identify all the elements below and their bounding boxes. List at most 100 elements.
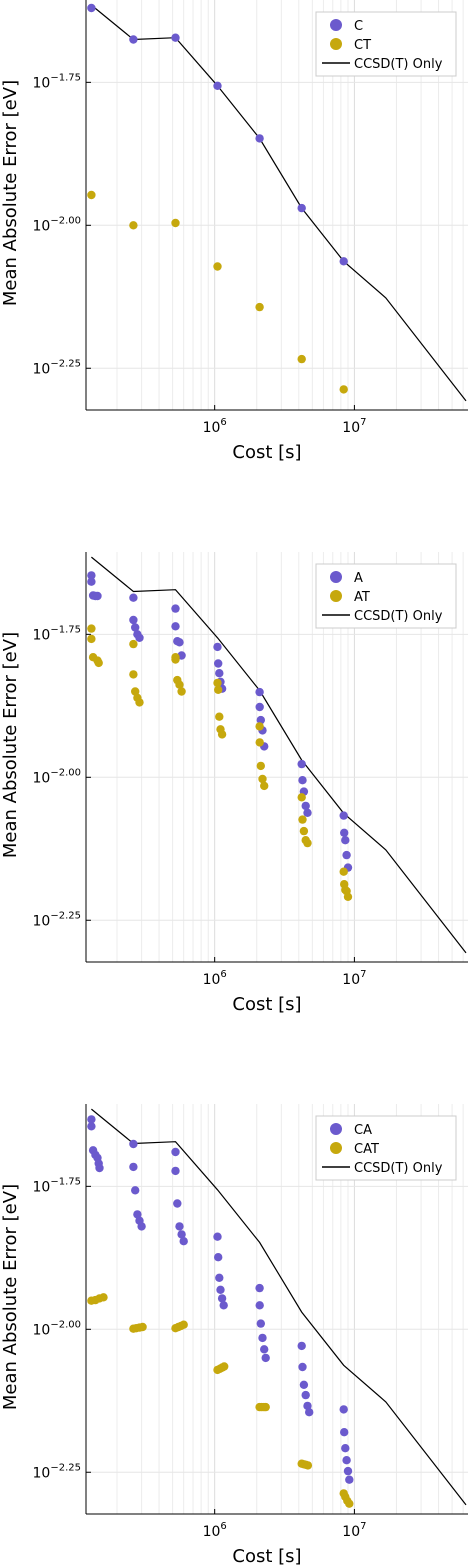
data-point bbox=[213, 678, 222, 688]
data-point bbox=[298, 815, 307, 824]
data-point bbox=[214, 685, 223, 694]
data-point bbox=[213, 262, 222, 271]
data-point bbox=[297, 203, 306, 213]
y-tick-label: 10−2.25 bbox=[33, 358, 81, 377]
data-point bbox=[260, 781, 269, 791]
data-point bbox=[299, 826, 309, 836]
data-point bbox=[255, 302, 264, 312]
data-point bbox=[303, 808, 312, 817]
data-point bbox=[255, 134, 264, 143]
data-point bbox=[131, 623, 140, 632]
legend-label: A bbox=[354, 571, 363, 586]
data-point bbox=[171, 1166, 180, 1176]
data-point bbox=[297, 354, 306, 364]
data-point bbox=[297, 759, 306, 769]
data-point bbox=[301, 801, 310, 811]
data-point bbox=[261, 1402, 270, 1412]
y-axis-label: Mean Absolute Error [eV] bbox=[0, 632, 21, 858]
data-point bbox=[87, 624, 96, 633]
data-point bbox=[135, 633, 144, 642]
series-ca bbox=[87, 1115, 354, 1484]
data-point bbox=[173, 1199, 182, 1208]
data-point bbox=[175, 638, 184, 647]
data-point bbox=[217, 730, 227, 739]
data-point bbox=[345, 1499, 354, 1508]
data-point bbox=[87, 571, 96, 580]
data-point bbox=[179, 1320, 188, 1329]
data-point bbox=[129, 615, 138, 625]
data-point bbox=[256, 715, 265, 725]
data-point bbox=[131, 687, 140, 696]
series-cat bbox=[87, 1293, 354, 1508]
data-point bbox=[95, 1163, 104, 1173]
x-tick-label: 106 bbox=[203, 969, 227, 988]
y-tick-label: 10−2.00 bbox=[33, 1319, 81, 1338]
data-point bbox=[213, 81, 222, 91]
data-point bbox=[301, 1390, 310, 1400]
data-point bbox=[343, 1466, 353, 1476]
legend-label: AT bbox=[354, 590, 370, 605]
data-point bbox=[303, 838, 312, 848]
data-point bbox=[256, 1319, 265, 1328]
data-point bbox=[255, 1301, 264, 1310]
data-point bbox=[339, 385, 348, 394]
legend-label: CCSD(T) Only bbox=[354, 1161, 443, 1176]
data-point bbox=[255, 687, 264, 697]
data-point bbox=[87, 634, 96, 644]
data-point bbox=[256, 761, 265, 771]
legend-marker bbox=[330, 1142, 342, 1154]
data-point bbox=[305, 1408, 314, 1417]
legend-label: C bbox=[354, 19, 363, 34]
data-point bbox=[93, 591, 102, 601]
data-point bbox=[341, 1444, 350, 1453]
data-point bbox=[260, 1345, 269, 1354]
data-point bbox=[129, 1139, 138, 1149]
data-point bbox=[339, 811, 348, 820]
data-point bbox=[214, 1253, 223, 1262]
data-point bbox=[255, 702, 264, 712]
data-point bbox=[138, 1322, 147, 1332]
data-point bbox=[213, 642, 222, 652]
x-tick-label: 107 bbox=[342, 417, 366, 436]
y-axis-label: Mean Absolute Error [eV] bbox=[0, 1184, 21, 1410]
data-point bbox=[215, 1273, 224, 1283]
legend-label: CA bbox=[354, 1123, 372, 1138]
data-point bbox=[171, 218, 180, 228]
y-tick-label: 10−2.00 bbox=[33, 215, 81, 234]
legend-marker bbox=[330, 38, 342, 50]
x-tick-label: 107 bbox=[342, 969, 366, 988]
x-tick-label: 107 bbox=[342, 1521, 366, 1540]
data-point bbox=[177, 687, 186, 696]
legend-marker bbox=[330, 19, 342, 31]
data-point bbox=[87, 3, 96, 13]
data-point bbox=[215, 669, 224, 678]
y-tick-label: 10−1.75 bbox=[33, 72, 81, 91]
legend-label: CT bbox=[354, 38, 371, 53]
data-point bbox=[342, 850, 351, 860]
data-point bbox=[135, 698, 144, 707]
data-point bbox=[215, 712, 224, 721]
data-point bbox=[217, 1294, 227, 1303]
data-point bbox=[179, 1237, 188, 1246]
y-tick-label: 10−2.25 bbox=[33, 910, 81, 929]
legend: CA CAT CCSD(T) Only bbox=[315, 1115, 457, 1181]
data-point bbox=[261, 1353, 270, 1363]
data-point bbox=[255, 722, 264, 731]
data-point bbox=[339, 1405, 348, 1414]
data-point bbox=[87, 577, 96, 586]
data-point bbox=[129, 670, 138, 679]
data-point bbox=[129, 639, 138, 649]
legend-marker bbox=[330, 590, 342, 602]
data-point bbox=[255, 738, 264, 747]
x-axis-label: Cost [s] bbox=[232, 442, 301, 463]
data-point bbox=[340, 1428, 349, 1437]
data-point bbox=[214, 659, 223, 668]
x-tick-label: 106 bbox=[203, 417, 227, 436]
data-point bbox=[255, 1283, 264, 1293]
chart-panel-1: 106 107 10−1.75 10−2.00 10−2.25 Cost [s] Mean … bbox=[0, 0, 468, 463]
data-point bbox=[298, 776, 307, 785]
data-point bbox=[297, 1341, 306, 1351]
data-point bbox=[216, 1285, 225, 1295]
data-point bbox=[220, 1362, 229, 1371]
